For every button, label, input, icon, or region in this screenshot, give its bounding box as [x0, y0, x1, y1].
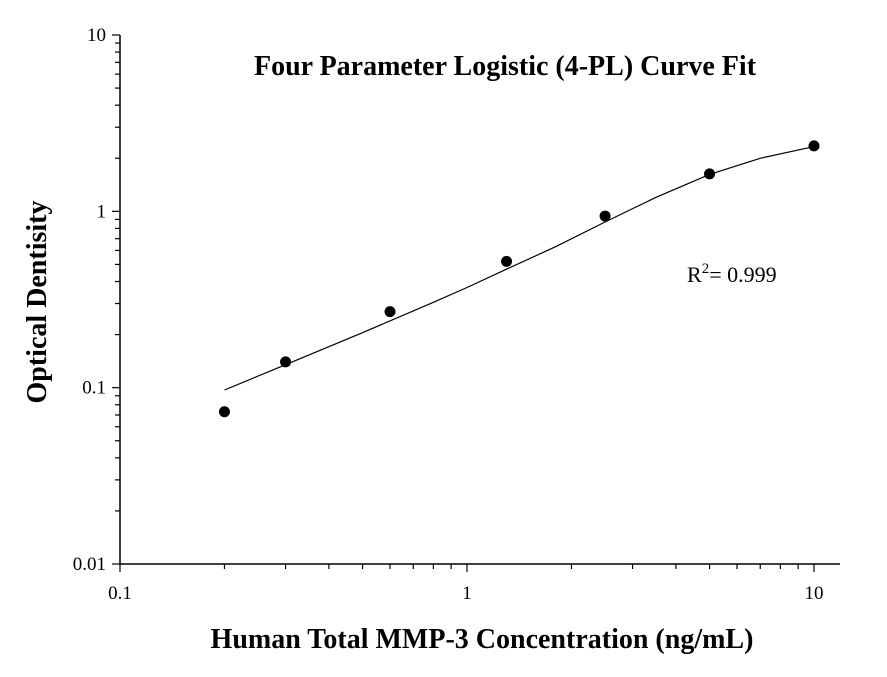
data-point [808, 140, 820, 152]
fit-curve-group [224, 146, 815, 391]
data-point [218, 406, 230, 418]
chart-title: Four Parameter Logistic (4-PL) Curve Fit [254, 51, 757, 82]
data-point [599, 210, 611, 222]
y-axis-title: Optical Dentisity [22, 201, 53, 404]
x-tick-label: 10 [805, 583, 824, 604]
r-squared-base: R [687, 262, 702, 287]
x-axis-title: Human Total MMP-3 Concentration (ng/mL) [211, 624, 754, 655]
data-point [704, 168, 716, 180]
y-tick-label: 0.01 [73, 554, 106, 575]
x-tick-label: 1 [462, 583, 472, 604]
r-squared-value: = 0.999 [709, 262, 776, 287]
y-tick-label: 0.1 [82, 378, 106, 399]
fit-curve-line [224, 146, 815, 391]
data-points-group [218, 140, 820, 418]
data-point [384, 306, 396, 318]
r-squared-annotation: R2= 0.999 [687, 261, 777, 287]
r-squared-superscript: 2 [702, 261, 710, 277]
y-tick-label: 10 [87, 25, 106, 46]
x-tick-label: 0.1 [108, 583, 132, 604]
data-point [501, 255, 513, 267]
y-tick-label: 1 [97, 201, 107, 222]
data-point [280, 356, 292, 368]
